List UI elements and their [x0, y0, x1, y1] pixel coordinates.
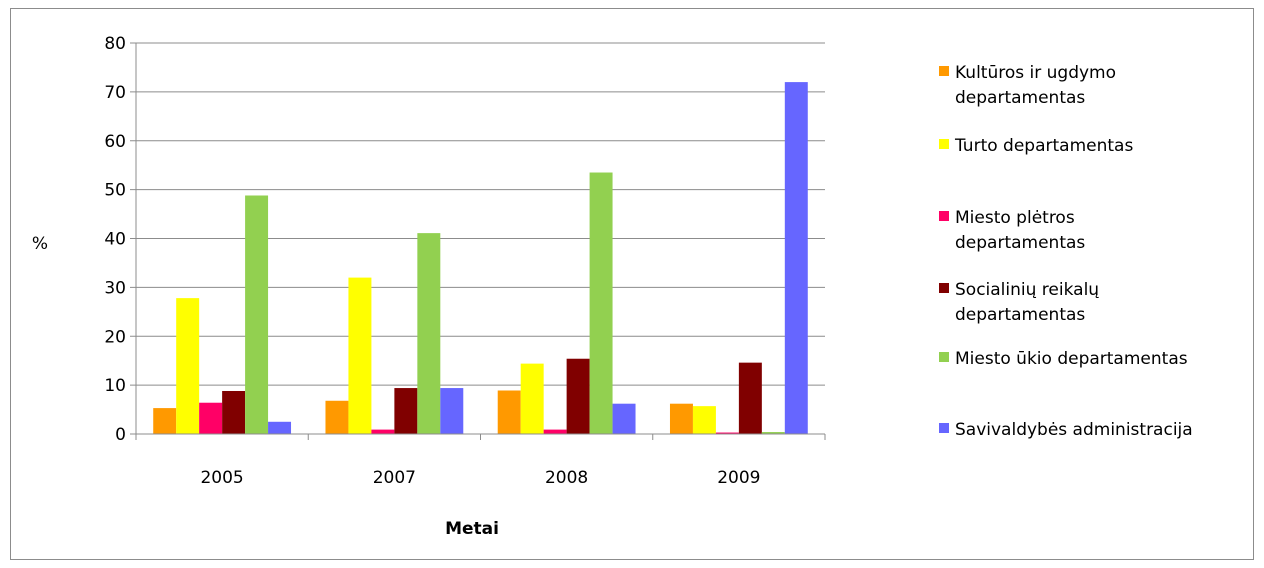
legend-label: Miesto ūkio departamentas — [955, 349, 1188, 369]
legend-label: Kultūros ir ugdymo departamentas — [955, 63, 1116, 108]
bar — [692, 406, 716, 434]
bar — [497, 390, 521, 434]
bar — [199, 402, 223, 434]
bar — [520, 363, 544, 434]
x-tick-label: 2008 — [545, 468, 588, 488]
bar — [245, 195, 269, 434]
x-tick-label: 2007 — [373, 468, 416, 488]
axes: 0 10 20 30 40 50 60 70 80 2005 2007 2008 2009 — [104, 34, 826, 488]
bars — [153, 82, 808, 435]
bar — [784, 82, 808, 434]
x-tick-label: 2005 — [200, 468, 243, 488]
legend-label-line: departamentas — [955, 305, 1085, 325]
bar — [715, 432, 739, 434]
bar-chart: 0 10 20 30 40 50 60 70 80 2005 2007 2008 2009 % Meta… — [32, 34, 1193, 539]
bar — [612, 403, 636, 434]
bar — [325, 400, 349, 434]
bar — [153, 408, 177, 434]
bar — [738, 362, 762, 434]
bar — [222, 390, 246, 434]
legend-label-line: departamentas — [955, 88, 1085, 108]
legend-label-line: Turto departamentas — [954, 136, 1133, 156]
legend-label-line: Miesto ūkio departamentas — [955, 349, 1188, 369]
legend-label: Socialinių reikalų departamentas — [955, 280, 1099, 325]
legend-label-line: departamentas — [955, 233, 1085, 253]
legend-label: Savivaldybės administracija — [955, 420, 1193, 440]
x-tick-label: 2009 — [717, 468, 760, 488]
gridlines — [136, 42, 825, 386]
bar — [543, 429, 567, 434]
legend-swatch — [939, 352, 949, 362]
bar — [417, 233, 441, 434]
legend: Kultūros ir ugdymo departamentas Turto dep… — [939, 63, 1193, 440]
y-tick-label: 70 — [104, 83, 126, 103]
y-tick-label: 40 — [104, 230, 126, 250]
bar — [268, 421, 292, 434]
bar — [348, 277, 372, 434]
y-tick-label: 10 — [104, 376, 126, 396]
legend-label-line: Socialinių reikalų — [955, 280, 1099, 300]
x-axis-title: Metai — [445, 519, 499, 539]
legend-label: Miesto plėtros departamentas — [955, 208, 1085, 253]
legend-label-line: Savivaldybės administracija — [955, 420, 1193, 440]
legend-swatch — [939, 283, 949, 293]
legend-swatch — [939, 423, 949, 433]
bar — [394, 388, 418, 434]
bar — [566, 358, 590, 434]
legend-swatch — [939, 139, 949, 149]
bar — [761, 432, 785, 434]
y-tick-label: 50 — [104, 181, 126, 201]
bar — [176, 298, 200, 434]
legend-label: Turto departamentas — [954, 136, 1133, 156]
bar — [589, 172, 613, 435]
y-axis-title: % — [32, 234, 48, 254]
bar — [440, 388, 464, 434]
y-tick-label: 0 — [115, 425, 126, 445]
y-tick-label: 30 — [104, 278, 126, 298]
legend-label-line: Miesto plėtros — [955, 208, 1075, 228]
bar — [669, 403, 693, 434]
y-tick-label: 20 — [104, 327, 126, 347]
legend-swatch — [939, 66, 949, 76]
chart-frame: 0 10 20 30 40 50 60 70 80 2005 2007 2008 2009 % Meta… — [10, 8, 1254, 560]
bar — [371, 429, 395, 434]
y-tick-label: 80 — [104, 34, 126, 54]
legend-swatch — [939, 211, 949, 221]
legend-label-line: Kultūros ir ugdymo — [955, 63, 1116, 83]
y-tick-label: 60 — [104, 132, 126, 152]
